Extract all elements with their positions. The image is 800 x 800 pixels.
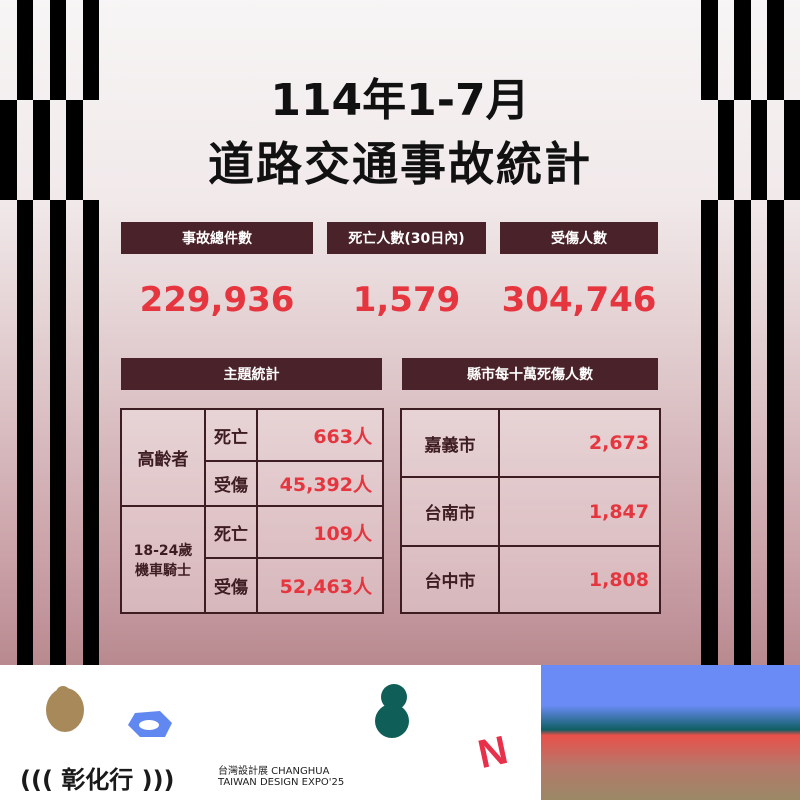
stripe (767, 0, 784, 100)
summary-header-deaths: 死亡人數(30日內) (327, 222, 486, 254)
value-cell: 45,392人 (256, 460, 384, 507)
group-label: 18-24歲 機車騎士 (120, 505, 206, 614)
value-cell: 2,673 (498, 408, 661, 478)
type-label: 死亡 (204, 408, 258, 462)
stripe (750, 100, 767, 200)
stripe (66, 100, 83, 200)
stripe (783, 100, 800, 200)
stripe (717, 100, 734, 200)
stripe (49, 200, 66, 665)
changhua-logo: ((( 彰化行 ))) (20, 766, 175, 794)
stripe (734, 200, 751, 665)
city-label: 嘉義市 (400, 408, 500, 478)
expo-name-line2: TAIWAN DESIGN EXPO'25 (218, 777, 345, 788)
stripe (701, 200, 718, 665)
stripe (16, 200, 33, 665)
value-cell: 109人 (256, 505, 384, 559)
page-title: 道路交通事故統計 (208, 137, 592, 191)
stripe (82, 200, 99, 665)
brown-blob-icon (46, 688, 84, 732)
stripe (701, 0, 718, 100)
value-cell: 52,463人 (256, 557, 384, 614)
green-blob-icon (381, 684, 407, 710)
stripe (49, 0, 66, 100)
type-label: 受傷 (204, 557, 258, 614)
type-label: 受傷 (204, 460, 258, 507)
red-n-icon: N (474, 728, 511, 777)
summary-value-injuries: 304,746 (501, 280, 657, 320)
stripe (734, 0, 751, 100)
summary-header-accidents: 事故總件數 (121, 222, 313, 254)
city-header: 縣市每十萬死傷人數 (402, 358, 658, 390)
stripe (0, 100, 17, 200)
topic-header: 主題統計 (121, 358, 382, 390)
type-label: 死亡 (204, 505, 258, 559)
city-label: 台中市 (400, 545, 500, 614)
summary-value-deaths: 1,579 (352, 280, 461, 320)
summary-value-accidents: 229,936 (139, 280, 295, 320)
value-cell: 1,847 (498, 476, 661, 547)
brown-blob-top-icon (56, 686, 70, 700)
topic-table: 高齡者 死亡 663人 受傷 45,392人 18-24歲 機車騎士 死亡 109人 受傷… (120, 408, 384, 614)
gradient-band (541, 665, 800, 800)
stripe (767, 200, 784, 665)
value-cell: 663人 (256, 408, 384, 462)
summary-header-injuries: 受傷人數 (500, 222, 658, 254)
stripe (16, 0, 33, 100)
decorative-shapes: N (46, 684, 512, 777)
stripe (33, 100, 50, 200)
expo-name-line1: 台灣設計展 CHANGHUA (218, 766, 330, 777)
value-cell: 1,808 (498, 545, 661, 614)
city-label: 台南市 (400, 476, 500, 547)
title-period: 114年1-7月 (270, 75, 530, 126)
city-table: 嘉義市 2,673 台南市 1,847 台中市 1,808 (400, 408, 661, 614)
group-label: 高齡者 (120, 408, 206, 507)
stripe (82, 0, 99, 100)
